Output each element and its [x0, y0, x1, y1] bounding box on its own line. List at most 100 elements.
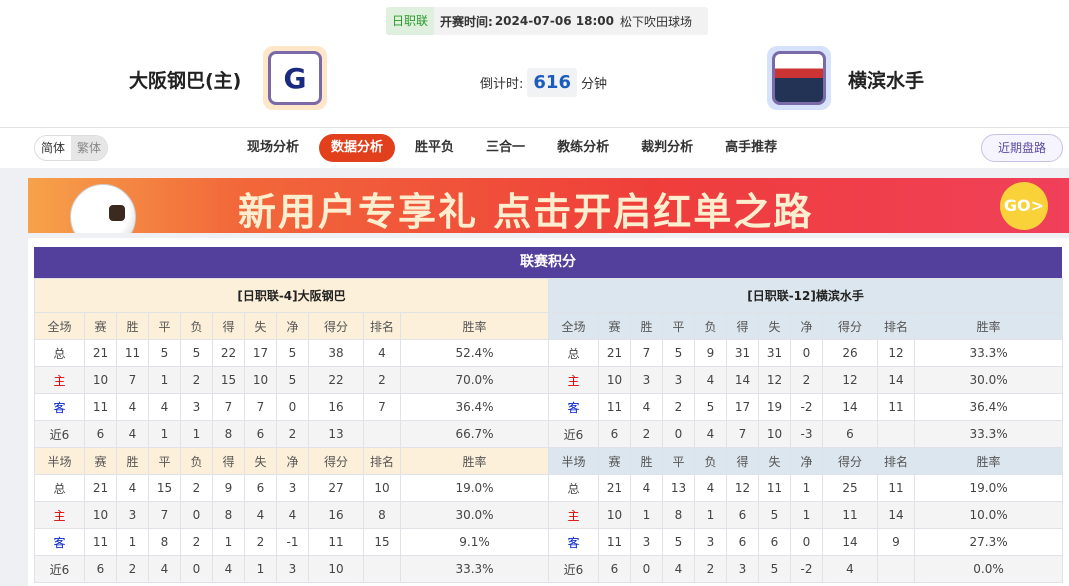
cell: 22 — [308, 366, 364, 394]
column-header: 赛 — [598, 312, 631, 340]
row-label: 客 — [34, 528, 85, 556]
cell: 8 — [212, 420, 245, 448]
cell — [363, 420, 401, 448]
match-time: 2024-07-06 18:00 — [494, 14, 614, 28]
cell: 1 — [694, 501, 727, 529]
table-row: 客 11 4 4 3 7 7 0 16 7 36.4% — [34, 393, 549, 421]
cell: 14 — [726, 366, 759, 394]
cell: 14 — [877, 501, 915, 529]
cell: 4 — [148, 555, 181, 583]
cell: 36.4% — [913, 393, 1064, 421]
cell: 6 — [598, 555, 631, 583]
home-team-logo[interactable]: G — [263, 46, 327, 110]
cell: 1 — [148, 366, 181, 394]
home-standings: [日职联-4]大阪钢巴 全场赛胜平负得失净得分 排名 胜率总 21 11 5 5 22 17 5 38… — [34, 278, 549, 583]
cell: 10 — [758, 420, 791, 448]
cell: 0 — [630, 555, 663, 583]
column-header: 胜 — [630, 447, 663, 475]
column-header: 胜 — [116, 312, 149, 340]
cell: 10 — [598, 501, 631, 529]
promo-banner[interactable]: 新用户专享礼 点击开启红单之路 GO> — [28, 178, 1069, 233]
cell: 11 — [308, 528, 364, 556]
cell: 10 — [363, 474, 401, 502]
cell: 3 — [694, 528, 727, 556]
column-header: 胜率 — [913, 312, 1064, 340]
cell: 4 — [662, 555, 695, 583]
column-header: 赛 — [84, 312, 117, 340]
column-header: 全场 — [548, 312, 599, 340]
cell: 3 — [276, 555, 309, 583]
cell: 52.4% — [400, 339, 549, 367]
cell: 31 — [758, 339, 791, 367]
row-label: 总 — [34, 339, 85, 367]
standings-title: 联赛积分 — [34, 247, 1062, 278]
cell: 11 — [84, 528, 117, 556]
cell: 17 — [726, 393, 759, 421]
cell: 7 — [244, 393, 277, 421]
cell: 6 — [244, 474, 277, 502]
column-header: 失 — [758, 447, 791, 475]
table-row: 客 11 4 2 5 17 19 -2 14 11 36.4% — [548, 393, 1064, 421]
column-header-row: 半场赛胜平负得失净得分 排名 胜率 — [34, 447, 549, 475]
cell: 12 — [726, 474, 759, 502]
cell: 0 — [790, 339, 823, 367]
go-button[interactable]: GO> — [1000, 182, 1048, 230]
cell: 5 — [180, 339, 213, 367]
time-label: 开赛时间: — [440, 14, 493, 29]
cell: 2 — [363, 366, 401, 394]
lang-simplified[interactable]: 简体 — [41, 141, 66, 155]
table-row: 总 21 11 5 5 22 17 5 38 4 52.4% — [34, 339, 549, 367]
tab-现场分析[interactable]: 现场分析 — [247, 140, 300, 155]
cell: 21 — [84, 339, 117, 367]
table-row: 总 21 4 15 2 9 6 3 27 10 19.0% — [34, 474, 549, 502]
cell: 12 — [877, 339, 915, 367]
tab-高手推荐[interactable]: 高手推荐 — [725, 140, 778, 155]
column-header: 得分 — [822, 312, 878, 340]
row-label: 客 — [548, 528, 599, 556]
cell: 10 — [598, 366, 631, 394]
cell: 0 — [180, 555, 213, 583]
tab-胜平负[interactable]: 胜平负 — [415, 140, 455, 155]
column-header: 半场 — [548, 447, 599, 475]
cell: 7 — [363, 393, 401, 421]
row-label: 总 — [548, 474, 599, 502]
cell: 0 — [276, 393, 309, 421]
away-team-logo[interactable] — [767, 46, 831, 110]
cell: 7 — [116, 366, 149, 394]
cell: -1 — [276, 528, 309, 556]
column-header-row: 全场赛胜平负得失净得分 排名 胜率 — [548, 312, 1064, 340]
away-team-name[interactable]: 横滨水手 — [848, 70, 925, 92]
lang-traditional[interactable]: 繁体 — [71, 136, 108, 160]
cell: 11 — [84, 393, 117, 421]
cell: 16 — [308, 393, 364, 421]
away-standings: [日职联-12]横滨水手 全场赛胜平负得失净得分 排名 胜率总 21 7 5 9 31 31 0 26… — [547, 278, 1064, 583]
tab-数据分析[interactable]: 数据分析 — [319, 134, 396, 162]
cell: 3 — [276, 474, 309, 502]
cell: 7 — [148, 501, 181, 529]
soccer-ball-icon — [70, 184, 136, 233]
cell: 9 — [212, 474, 245, 502]
cell: 12 — [758, 366, 791, 394]
column-header: 排名 — [363, 447, 401, 475]
tab-教练分析[interactable]: 教练分析 — [557, 140, 610, 155]
tab-裁判分析[interactable]: 裁判分析 — [641, 140, 694, 155]
recent-odds-button[interactable]: 近期盘路 — [981, 134, 1063, 162]
cell: 6 — [726, 501, 759, 529]
home-team-name[interactable]: 大阪钢巴(主) — [129, 70, 242, 92]
cell: 19.0% — [400, 474, 549, 502]
cell: 11 — [877, 393, 915, 421]
column-header: 平 — [148, 447, 181, 475]
team-standings-header: [日职联-4]大阪钢巴 — [34, 278, 549, 313]
row-label: 近6 — [34, 420, 85, 448]
cell: 22 — [212, 339, 245, 367]
cell: 1 — [790, 501, 823, 529]
tab-三合一[interactable]: 三合一 — [486, 140, 526, 155]
cell: 4 — [630, 474, 663, 502]
table-row: 近6 6 2 4 0 4 1 3 10 33.3% — [34, 555, 549, 583]
language-toggle[interactable]: 简体 繁体 — [34, 135, 109, 161]
cell: 5 — [662, 339, 695, 367]
column-header: 半场 — [34, 447, 85, 475]
cell: 33.3% — [913, 420, 1064, 448]
league-badge[interactable]: 日职联 — [386, 7, 435, 35]
column-header: 胜率 — [400, 312, 549, 340]
